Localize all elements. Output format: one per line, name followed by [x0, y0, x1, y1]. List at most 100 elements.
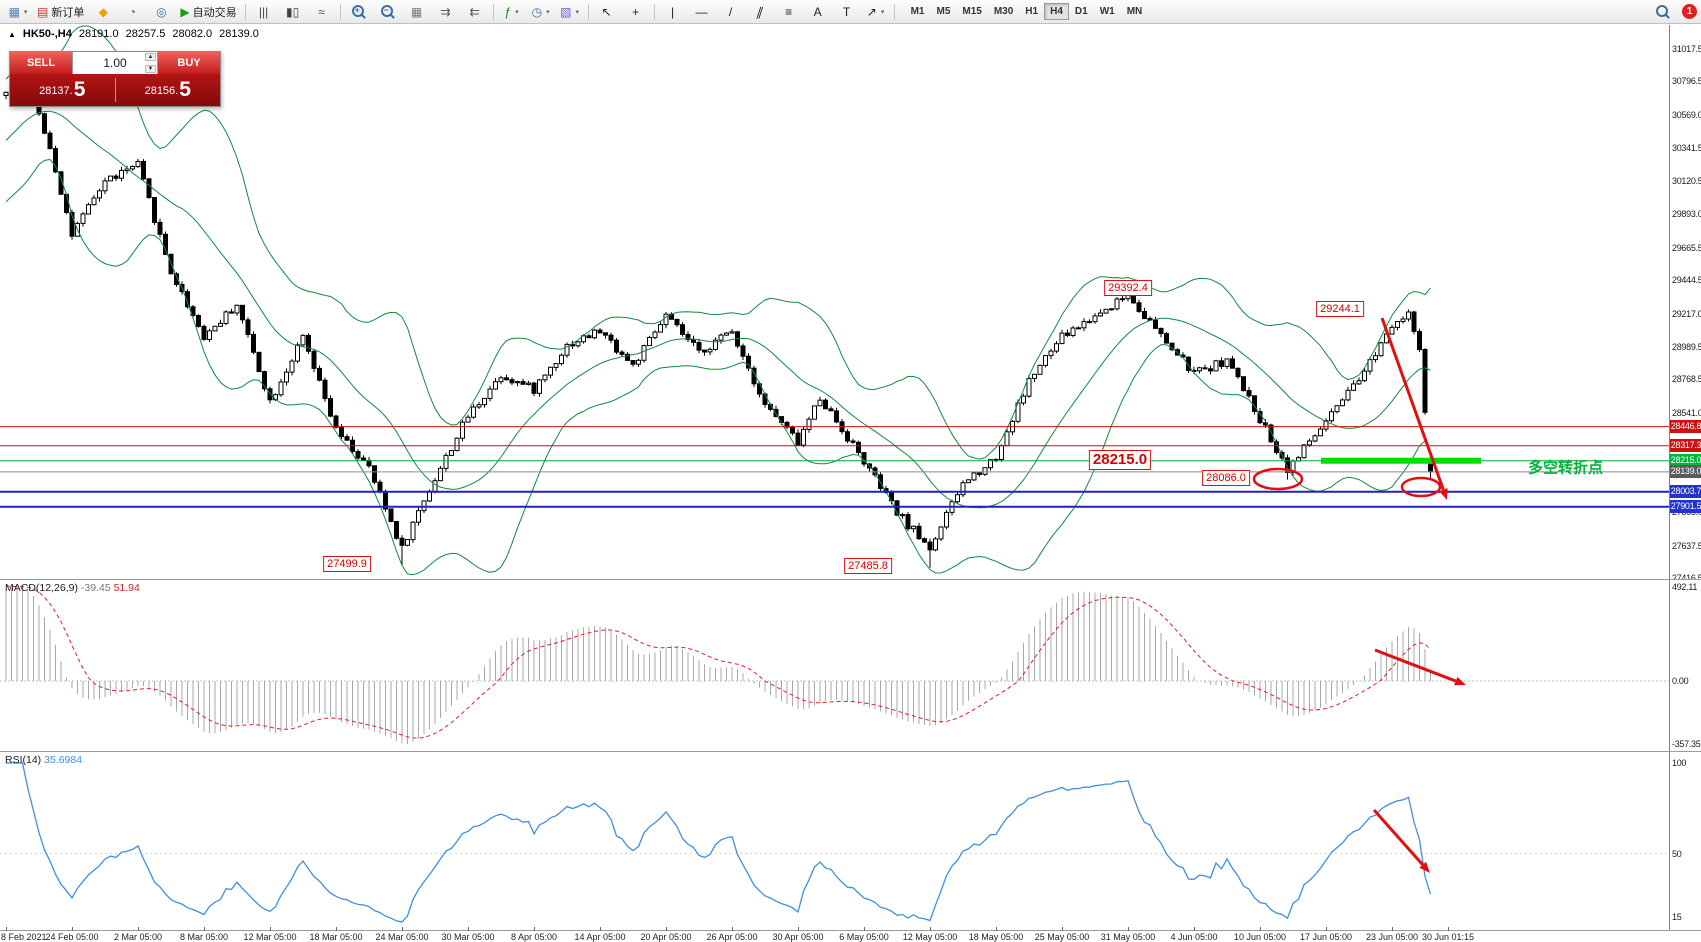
rsi-chart-svg[interactable]	[0, 752, 1669, 930]
market-watch-icon: ◆	[98, 4, 108, 19]
horizontal-line-icon: —	[695, 4, 708, 19]
timeframe-m30-button[interactable]: M30	[993, 6, 1014, 17]
panel-separator[interactable]	[0, 751, 1701, 752]
time-axis-tick	[600, 927, 601, 931]
price-tick-label: 28541.0	[1672, 407, 1701, 418]
price-label[interactable]: 27485.8	[844, 558, 892, 574]
macd-panel[interactable]: MACD(12,26,9) -39.45 51.94	[0, 580, 1669, 751]
macd-chart-svg[interactable]	[0, 580, 1669, 751]
price-tag: 28446.8	[1670, 420, 1701, 434]
timeframe-w1-button[interactable]: W1	[1099, 6, 1115, 17]
indicators-button[interactable]: ƒ ▾	[498, 1, 526, 23]
new-order-button[interactable]: ▤ 新订单	[33, 1, 88, 23]
fibonacci-button[interactable]: ≡	[775, 1, 803, 23]
candle-chart-button[interactable]: ▮▯	[279, 1, 307, 23]
crosshair-icon: +	[632, 4, 640, 19]
symbol-name: HK50-,H4	[22, 28, 72, 40]
time-axis-label: 2 Mar 05:00	[113, 932, 163, 942]
line-chart-icon: ≈	[318, 4, 325, 19]
timeframe-m15-button[interactable]: M15	[962, 6, 982, 17]
auto-scroll-button[interactable]: ⇉	[432, 1, 460, 23]
toolbar-separator	[587, 3, 589, 20]
line-chart-button[interactable]: ≈	[308, 1, 336, 23]
rsi-scale-label: 50	[1672, 848, 1682, 859]
timeframe-m5-button[interactable]: M5	[936, 6, 951, 17]
trendline-button[interactable]: /	[717, 1, 745, 23]
crosshair-button[interactable]: +	[622, 1, 650, 23]
price-tick-label: 30341.5	[1672, 143, 1701, 154]
strategy-tester-icon: ◎	[156, 4, 167, 19]
chart-annotation-text[interactable]: 多空转折点	[1528, 459, 1604, 477]
rsi-scale[interactable]: 100 50 15	[1669, 752, 1701, 930]
price-chart-svg[interactable]	[0, 25, 1669, 579]
vertical-line-button[interactable]: |	[659, 1, 687, 23]
sell-price-pips: 5	[73, 78, 86, 101]
text-label-button[interactable]: T	[833, 1, 861, 23]
price-label[interactable]: 27499.9	[323, 556, 371, 572]
toolbar-separator	[244, 3, 246, 20]
price-label[interactable]: 29392.4	[1104, 280, 1152, 296]
bar-chart-button[interactable]: |||	[250, 1, 278, 23]
panel-separator[interactable]	[0, 579, 1701, 580]
price-tick-label: 27416.5	[1672, 573, 1701, 583]
strategy-tester-button[interactable]: ◎	[147, 1, 175, 23]
timeframe-m1-button[interactable]: M1	[910, 6, 925, 17]
search-button[interactable]	[1648, 1, 1676, 23]
indicators-dropdown-icon: ▾	[515, 8, 519, 16]
time-axis-label: 30 Apr 05:00	[772, 932, 824, 942]
zoom-out-button[interactable]: −	[374, 1, 402, 23]
volume-spinner[interactable]: ▲ ▼	[145, 53, 156, 73]
toolbar-separator	[893, 3, 895, 20]
text-button[interactable]: A	[804, 1, 832, 23]
arrows-tool-button[interactable]: ↗ ▾	[862, 1, 890, 23]
spinner-up-icon[interactable]: ▲	[145, 53, 156, 61]
sell-price[interactable]: 28137.5	[10, 78, 115, 102]
one-click-price-row: 28137.5 28156.5	[10, 74, 220, 106]
timeframe-h1-button[interactable]: H1	[1025, 6, 1039, 17]
main-chart-panel[interactable]: ▲ HK50-,H4 28191.0 28257.5 28082.0 28139…	[0, 25, 1669, 579]
auto-trading-button[interactable]: ▶ 自动交易	[176, 1, 240, 23]
zoom-in-button[interactable]: +	[345, 1, 373, 23]
time-axis[interactable]: 8 Feb 2021 24 Feb 05:00 2 Mar 05:00 8 Mar 0…	[0, 927, 1701, 942]
data-window-button[interactable]: ◔	[118, 1, 146, 23]
channel-button[interactable]: ∥	[746, 1, 774, 23]
timeframe-d1-button[interactable]: D1	[1074, 6, 1088, 17]
market-watch-button[interactable]: ◆	[89, 1, 117, 23]
macd-scale[interactable]: 492.11 0.00 -357.35	[1669, 580, 1701, 751]
price-label[interactable]: 28215.0	[1088, 450, 1152, 470]
price-scale[interactable]: 31017.5 30796.5 30569.0 30341.5 30120.5 29893…	[1669, 25, 1701, 583]
timeframe-h4-button[interactable]: H4	[1044, 3, 1069, 20]
sell-button[interactable]: SELL	[10, 52, 72, 74]
new-chart-button[interactable]: ▦ ▾	[4, 1, 32, 23]
chart-shift-button[interactable]: ⇇	[461, 1, 489, 23]
timeframe-bar: M1 M5 M15 M30 H1 H4 D1 W1 MN	[905, 3, 1149, 20]
panel-separator	[0, 930, 1701, 931]
tile-windows-button[interactable]: ▦	[403, 1, 431, 23]
spinner-down-icon[interactable]: ▼	[145, 65, 156, 73]
rsi-panel[interactable]: RSI(14) 35.6984	[0, 752, 1669, 930]
time-axis-label: 6 May 05:00	[839, 932, 889, 942]
time-axis-label: 30 Mar 05:00	[441, 932, 495, 942]
buy-price[interactable]: 28156.5	[116, 78, 221, 102]
price-tick-label: 30120.5	[1672, 175, 1701, 186]
time-axis-tick	[1392, 927, 1393, 931]
cursor-button[interactable]: ↖	[593, 1, 621, 23]
volume-input[interactable]: 1.00 ▲ ▼	[72, 52, 158, 74]
price-label[interactable]: 29244.1	[1316, 301, 1364, 317]
price-tick-label: 29893.0	[1672, 209, 1701, 220]
timeframe-mn-button[interactable]: MN	[1126, 6, 1143, 17]
periods-button[interactable]: ◷ ▾	[527, 1, 555, 23]
horizontal-line-button[interactable]: —	[688, 1, 716, 23]
time-axis-tick	[1128, 927, 1129, 931]
toolbar-separator	[653, 3, 655, 20]
macd-title: MACD(12,26,9)	[5, 582, 78, 594]
buy-button[interactable]: BUY	[158, 52, 220, 74]
templates-button[interactable]: ▧ ▾	[556, 1, 584, 23]
rsi-scale-label: 15	[1672, 911, 1682, 922]
time-axis-label: 12 May 05:00	[902, 932, 958, 942]
price-label[interactable]: 28086.0	[1202, 470, 1250, 486]
trendline-icon: /	[728, 4, 733, 19]
notification-badge[interactable]: 1	[1682, 4, 1697, 19]
time-axis-tick	[930, 927, 931, 931]
one-click-collapse-icon[interactable]: ▲	[8, 29, 16, 39]
